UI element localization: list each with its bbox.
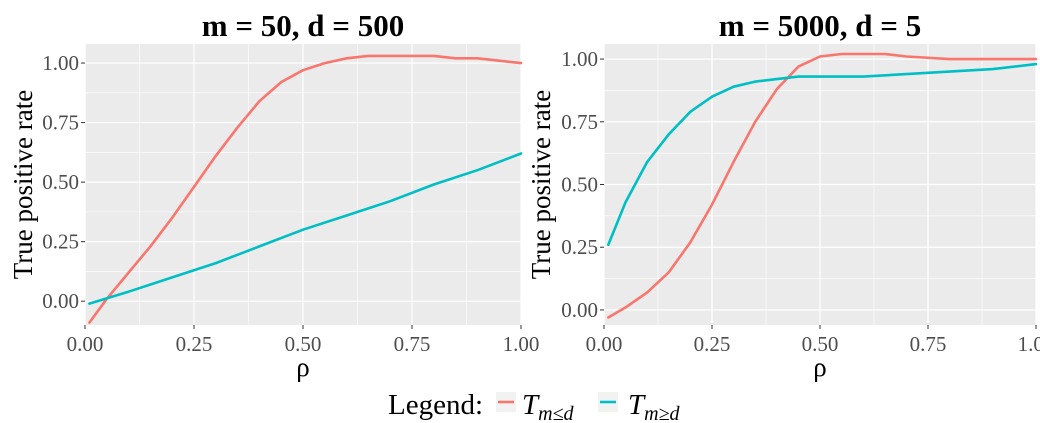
legend-label-2-sub: m≥d [644,403,680,423]
y-tick-label-0-25: 0.25 [561,235,598,259]
x-axis-title: ρ [813,352,826,382]
x-tick-label-0-00: 0.00 [586,332,623,356]
legend-title: Legend: [388,389,483,421]
x-tick-label-0-00: 0.00 [67,332,104,356]
x-tick-label-1-00: 1.00 [503,332,540,356]
panel-right: 0.00 0.25 0.50 0.75 1.00 0.00 0.25 0.50 0.75 1.00… [526,8,1040,382]
legend-label-2: Tm≥d [628,389,681,423]
legend-key-2: Tm≥d [598,389,681,423]
y-tick-label-0-75: 0.75 [561,110,598,134]
y-tick-label-0-25: 0.25 [42,230,79,254]
legend-label-2-main: T [628,389,646,421]
x-tick-label-0-50: 0.50 [285,332,322,356]
legend-label-1: Tm≤d [522,389,575,423]
panel-title: m = 50, d = 500 [202,8,404,43]
y-tick-label-0-50: 0.50 [561,173,598,197]
y-tick-label-1-00: 1.00 [561,47,598,71]
series-line-1 [88,54,523,324]
x-axis-title: ρ [296,352,309,382]
x-tick-label-1-00: 1.00 [1018,332,1040,356]
y-tick-label-0-75: 0.75 [42,111,79,135]
y-tick-label-1-00: 1.00 [42,51,79,75]
legend-label-1-main: T [522,389,540,421]
series-line-2 [88,152,523,305]
panel-title: m = 5000, d = 5 [719,8,921,43]
x-tick-label-0-75: 0.75 [910,332,947,356]
x-tick-label-0-25: 0.25 [694,332,731,356]
y-tick-label-0-50: 0.50 [42,170,79,194]
x-tick-label-0-75: 0.75 [394,332,431,356]
y-axis-title: True positive rate [8,90,38,279]
x-tick-label-0-50: 0.50 [802,332,839,356]
y-tick-label-0-00: 0.00 [42,289,79,313]
legend-label-1-sub: m≤d [538,403,574,423]
x-tick-label-0-25: 0.25 [176,332,213,356]
legend-key-1: Tm≤d [496,389,575,423]
legend: Legend: Tm≤d Tm≥d [388,389,681,423]
panel-left: 0.00 0.25 0.50 0.75 1.00 0.00 0.25 0.50 0.75 1.00… [8,8,539,382]
y-tick-label-0-00: 0.00 [561,298,598,322]
y-axis-title: True positive rate [526,90,556,279]
series-line-2 [606,62,1038,246]
